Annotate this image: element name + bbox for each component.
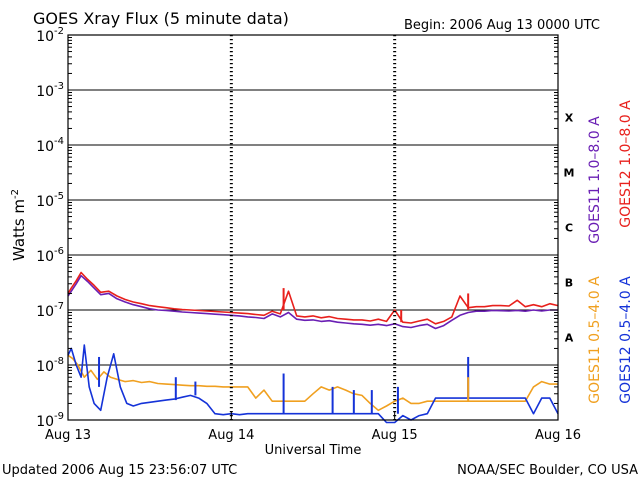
x-axis-label: Universal Time xyxy=(265,443,362,458)
series-line xyxy=(67,274,558,330)
grid-lines xyxy=(68,89,558,366)
y-tick-label: 10-8 xyxy=(36,356,64,375)
x-tick-labels: Aug 13 Aug 14 Aug 15 Aug 16 xyxy=(45,428,581,443)
legend-entry: GOES12 0.5–4.0 A xyxy=(618,276,634,404)
x-tick-label: Aug 14 xyxy=(208,428,254,443)
y-tick-label: 10-2 xyxy=(36,26,64,45)
y-axis-label: Watts m xyxy=(10,199,28,261)
updated-timestamp: Updated 2006 Aug 15 23:56:07 UTC xyxy=(2,463,237,478)
legend-entry: GOES11 0.5–4.0 A xyxy=(587,276,603,404)
credit-label: NOAA/SEC Boulder, CO USA xyxy=(457,463,638,478)
y-tick-label: 10-5 xyxy=(36,191,64,210)
legend-entry: GOES11 1.0–8.0 A xyxy=(587,116,603,244)
series-lines xyxy=(67,271,559,424)
flare-class-m: M xyxy=(564,167,575,180)
flare-class-x: X xyxy=(565,112,574,125)
series-line xyxy=(67,271,559,325)
y-axis-label-exponent: -2 xyxy=(10,189,21,199)
series-line xyxy=(67,354,558,412)
axes xyxy=(67,34,559,421)
y-tick-label: 10-9 xyxy=(36,411,64,430)
x-tick-label: Aug 16 xyxy=(535,428,581,443)
y-axis-title: Watts m-2 xyxy=(10,189,28,261)
flare-class-b: B xyxy=(565,277,573,290)
plot-frame xyxy=(67,34,559,421)
y-tick-label: 10-3 xyxy=(36,81,64,100)
legend: GOES11 1.0–8.0 A GOES12 1.0–8.0 A GOES11 0… xyxy=(587,100,634,404)
y-tick-label: 10-6 xyxy=(36,246,64,265)
y-tick-label: 10-7 xyxy=(36,301,64,320)
y-tick-label: 10-4 xyxy=(36,136,64,155)
flare-class-c: C xyxy=(565,222,573,235)
legend-entry: GOES12 1.0–8.0 A xyxy=(618,100,634,228)
x-tick-label: Aug 13 xyxy=(45,428,91,443)
svg-text:Watts m-2: Watts m-2 xyxy=(10,189,28,261)
flare-class-labels: A B C M X xyxy=(564,112,575,345)
x-tick-label: Aug 15 xyxy=(372,428,418,443)
chart-title: GOES Xray Flux (5 minute data) xyxy=(33,9,289,28)
begin-label: Begin: 2006 Aug 13 0000 UTC xyxy=(404,18,600,33)
flare-class-a: A xyxy=(565,332,574,345)
series-line xyxy=(67,344,559,424)
y-tick-labels: 10-9 10-8 10-7 10-6 10-5 10-4 10-3 10-2 xyxy=(36,26,64,430)
